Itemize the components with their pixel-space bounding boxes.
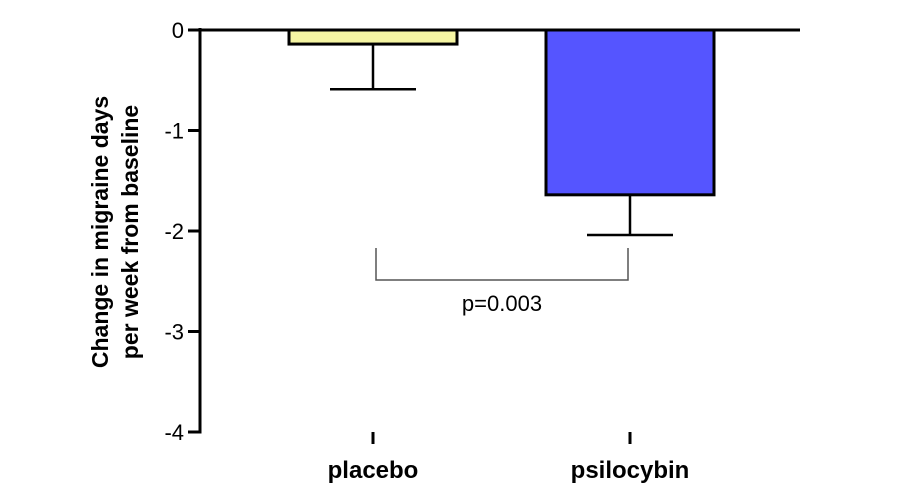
p-value-label: p=0.003 <box>462 291 542 316</box>
y-axis-title-line1: Change in migraine days <box>87 96 113 368</box>
x-tick-label-psilocybin: psilocybin <box>571 457 690 484</box>
y-tick-label-1: -1 <box>164 119 184 144</box>
significance-annotation: p=0.003 <box>375 248 629 316</box>
y-tick-label-2: -2 <box>164 219 184 244</box>
y-axis-title: Change in migraine days per week from ba… <box>87 96 143 368</box>
y-tick-label-0: 0 <box>172 18 184 43</box>
bars-layer <box>287 28 716 237</box>
y-axis-title-line2: per week from baseline <box>117 105 143 359</box>
y-tick-label-3: -3 <box>164 320 184 345</box>
bar-placebo <box>287 28 459 46</box>
bar-group-psilocybin <box>544 28 716 237</box>
y-tick-label-4: -4 <box>164 420 184 445</box>
bar-group-placebo <box>287 28 459 91</box>
bar-psilocybin <box>544 28 716 197</box>
ticks-layer: 0 -1 -2 -3 -4 placebo psilocybin <box>164 18 689 484</box>
significance-bracket <box>375 248 629 281</box>
x-tick-label-placebo: placebo <box>328 457 419 484</box>
